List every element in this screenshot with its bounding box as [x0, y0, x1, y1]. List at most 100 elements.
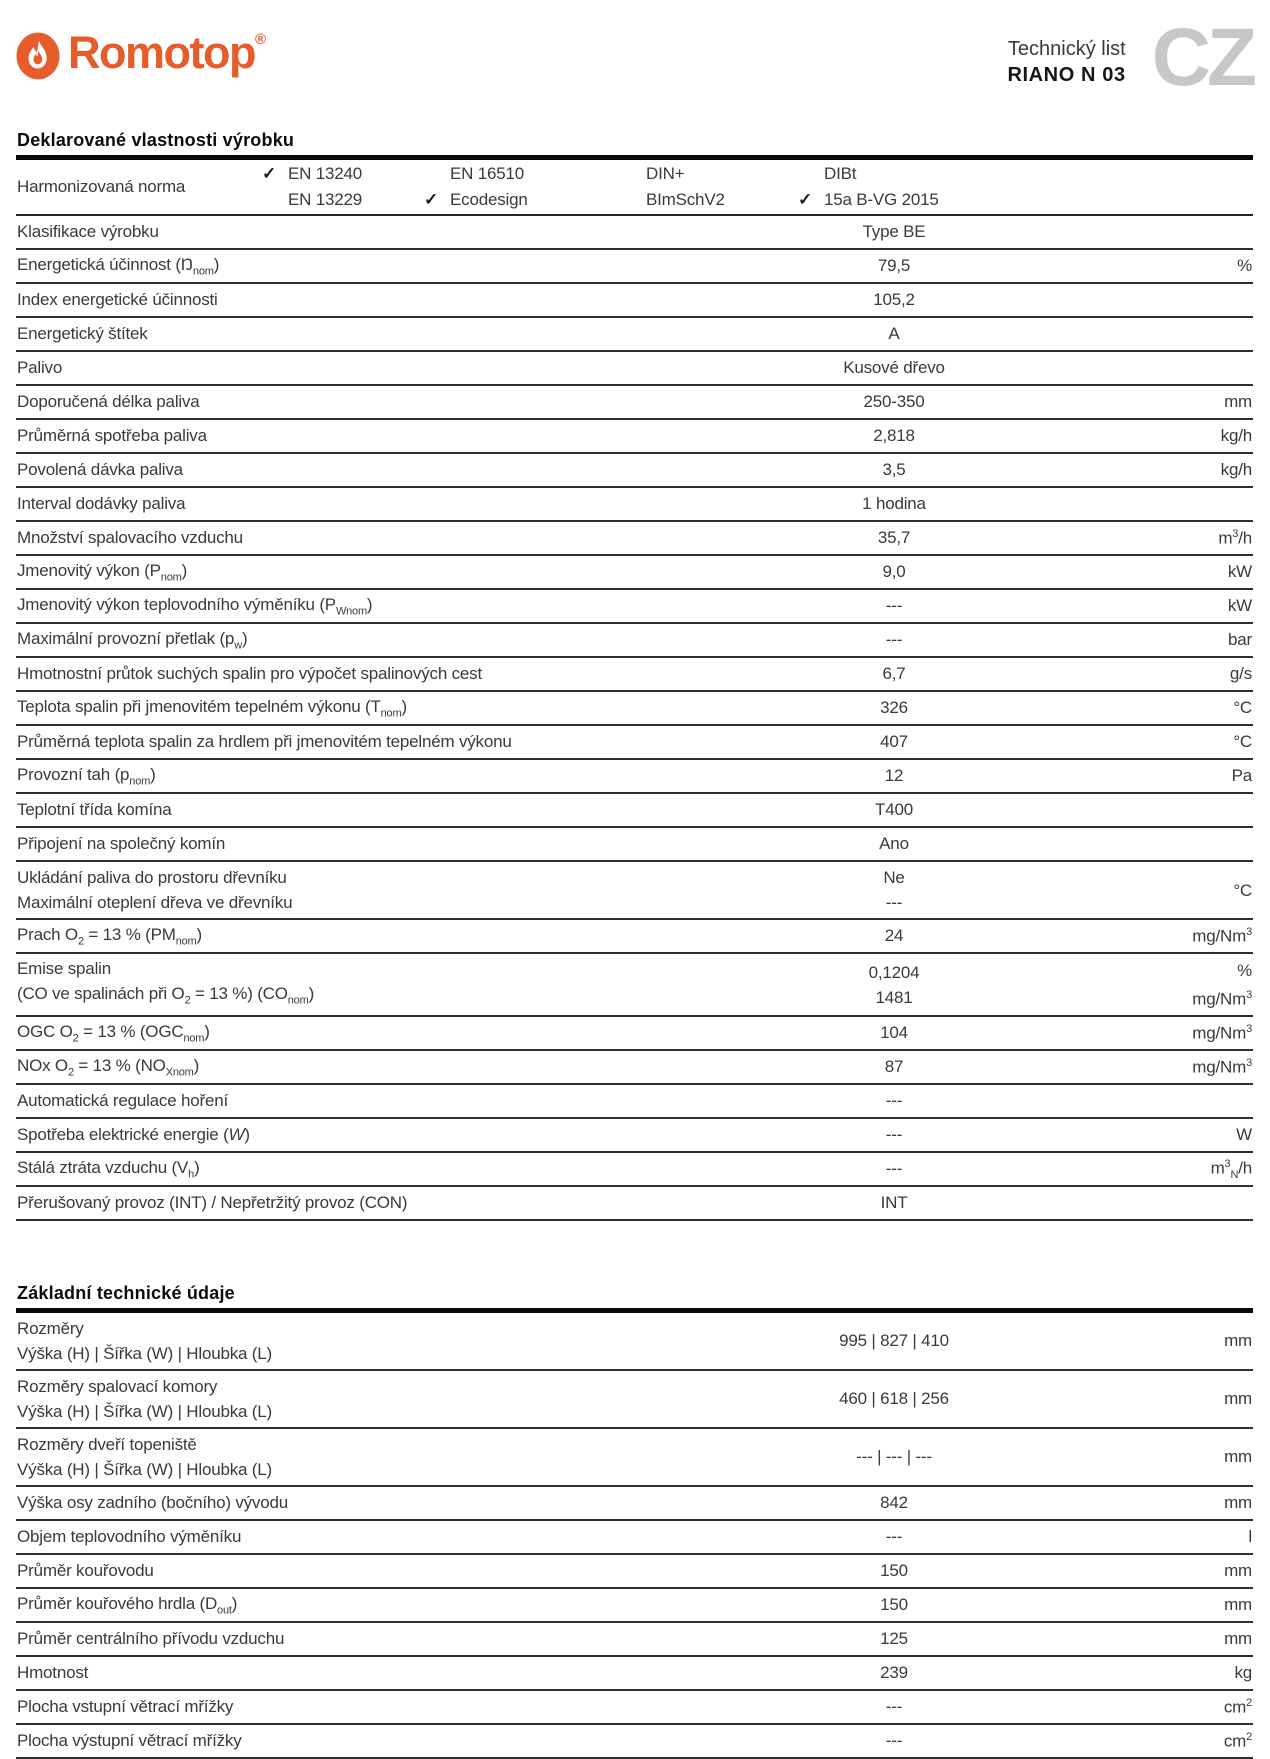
norm-label: EN 16510 — [450, 164, 525, 183]
table-row: Teplota spalin při jmenovitém tepelném v… — [16, 692, 1253, 726]
row-unit: bar — [1228, 630, 1252, 649]
row-label: Stálá ztráta vzduchu (Vh) — [17, 1158, 200, 1181]
row-label: Hmotnost — [17, 1663, 89, 1683]
row-label: Ukládání paliva do prostoru dřevníku Maxi… — [16, 863, 774, 917]
row-label: Povolená dávka paliva — [17, 460, 183, 479]
row-label: Průměr kouřového hrdla (Dout) — [17, 1594, 238, 1617]
row-value: 6,7 — [882, 664, 906, 683]
row-value: --- — [885, 596, 903, 615]
row-unit: mm — [1224, 1389, 1252, 1409]
table-row: Hmotnost 239 kg — [16, 1657, 1253, 1692]
norm-item: DIBt — [798, 161, 1253, 187]
row-value: Type BE — [862, 222, 926, 241]
row-label: Plocha vstupní větrací mřížky — [17, 1697, 234, 1717]
row-value-line: --- — [885, 893, 903, 912]
norm-item: EN 13229 — [262, 187, 424, 213]
row-unit: m3N/h — [1210, 1157, 1253, 1181]
logo-wordmark: Romotop® — [68, 30, 266, 76]
table-row: Plocha vstupní větrací mřížky --- cm2 — [16, 1691, 1253, 1726]
norm-column: EN 16510 ✓ Ecodesign — [424, 161, 620, 213]
row-value: T400 — [875, 800, 913, 819]
row-value-line: Ne — [883, 868, 905, 887]
row-label: Spotřeba elektrické energie (W) — [17, 1125, 250, 1145]
section-rule — [16, 1308, 1253, 1314]
row-value-line: 1481 — [875, 987, 913, 1007]
row-label: Hmotnostní průtok suchých spalin pro výp… — [17, 664, 482, 683]
row-unit: mm — [1224, 1595, 1252, 1615]
table-row: Povolená dávka paliva 3,5 kg/h — [16, 454, 1253, 488]
row-value: --- — [885, 1159, 903, 1179]
row-unit: mm — [1224, 1629, 1252, 1649]
norm-column: ✓ EN 13240 EN 13229 — [262, 161, 424, 213]
row-value: --- — [885, 1125, 903, 1145]
table-row: Průměrná spotřeba paliva 2,818 kg/h — [16, 420, 1253, 454]
table-row: Doporučená délka paliva 250-350 mm — [16, 386, 1253, 420]
table-row: Rozměry Výška (H) | Šířka (W) | Hloubka (… — [16, 1313, 1253, 1372]
row-label: Teplotní třída komína — [17, 800, 172, 819]
row-value: 239 — [880, 1663, 908, 1683]
row-unit: kW — [1227, 596, 1252, 615]
table-row: Automatická regulace hoření --- — [16, 1085, 1253, 1120]
row-value: 12 — [884, 766, 904, 785]
row-value: A — [888, 324, 900, 343]
row-value: 9,0 — [882, 562, 906, 581]
row-label-line: Výška (H) | Šířka (W) | Hloubka (L) — [17, 1344, 272, 1364]
table-row: NOx O2 = 13 % (NOXnom) 87 mg/Nm3 — [16, 1051, 1253, 1086]
row-value: INT — [880, 1193, 908, 1213]
row-label: Množství spalovacího vzduchu — [17, 528, 243, 547]
table-row: Rozměry dveří topeniště Výška (H) | Šířka… — [16, 1429, 1253, 1488]
row-unit — [1014, 1099, 1253, 1103]
row-label-line: Ukládání paliva do prostoru dřevníku — [17, 868, 287, 887]
row-label: NOx O2 = 13 % (NOXnom) — [17, 1056, 200, 1079]
row-value: 1 hodina — [862, 494, 926, 513]
row-label: Klasifikace výrobku — [17, 222, 159, 241]
row-unit — [1014, 1201, 1253, 1205]
row-label: Rozměry dveří topeniště Výška (H) | Šířka… — [16, 1430, 774, 1484]
row-value: --- — [885, 630, 903, 649]
row-value: 0,1204 1481 — [774, 958, 1014, 1012]
row-unit — [1014, 230, 1253, 234]
table-row: Jmenovitý výkon teplovodního výměníku (P… — [16, 590, 1253, 624]
row-value: --- — [885, 1697, 903, 1717]
check-icon: ✓ — [798, 190, 813, 209]
row-unit: mg/Nm3 — [1192, 1023, 1252, 1043]
row-unit: W — [1236, 1125, 1252, 1145]
row-value: 150 — [880, 1561, 908, 1581]
row-value: 125 — [880, 1629, 908, 1649]
row-unit-line: mg/Nm3 — [1192, 988, 1252, 1009]
row-value: 250-350 — [863, 392, 925, 411]
table-row: Výška osy zadního (bočního) vývodu 842 mm — [16, 1487, 1253, 1522]
row-value: --- — [885, 1731, 903, 1751]
norm-item: ✓ 15a B-VG 2015 — [798, 187, 1253, 213]
technical-data-section: Základní technické údaje Rozměry Výška (H… — [16, 1283, 1253, 1759]
row-label: Emise spalin (CO ve spalinách při O2 = 13… — [16, 954, 774, 1015]
harmonized-norm-row: Harmonizovaná norma ✓ EN 13240 EN 13229 EN 1… — [16, 160, 1253, 216]
row-unit — [1014, 332, 1253, 336]
table-row: Maximální provozní přetlak (pw) --- bar — [16, 624, 1253, 658]
table-row: Množství spalovacího vzduchu 35,7 m3/h — [16, 522, 1253, 556]
row-unit: mm — [1224, 1447, 1252, 1467]
row-unit — [1014, 808, 1253, 812]
table-row: Průměrná teplota spalin za hrdlem při jm… — [16, 726, 1253, 760]
norm-item: ✓ Ecodesign — [424, 187, 620, 213]
row-label: Průměrná teplota spalin za hrdlem při jm… — [17, 732, 512, 751]
table-row: Provozní tah (pnom) 12 Pa — [16, 760, 1253, 794]
language-code: CZ — [1151, 12, 1257, 103]
row-unit: cm2 — [1223, 1731, 1252, 1751]
table-row: Ukládání paliva do prostoru dřevníku Maxi… — [16, 862, 1253, 920]
norm-label: Ecodesign — [450, 190, 528, 209]
row-unit: °C — [1233, 698, 1252, 717]
row-label: Doporučená délka paliva — [17, 392, 200, 411]
norm-label: DIBt — [824, 164, 857, 183]
row-unit: kg — [1234, 1663, 1252, 1683]
row-unit: kW — [1227, 562, 1252, 581]
row-value: Ano — [879, 834, 909, 853]
table-row: OGC O2 = 13 % (OGCnom) 104 mg/Nm3 — [16, 1017, 1253, 1052]
norm-column: DIN+ BImSchV2 — [620, 161, 798, 213]
row-value: 460 | 618 | 256 — [839, 1389, 949, 1409]
table-row: Stálá ztráta vzduchu (Vh) --- m3N/h — [16, 1153, 1253, 1188]
row-label: Rozměry Výška (H) | Šířka (W) | Hloubka (… — [16, 1314, 774, 1368]
row-unit-line: % — [1237, 960, 1252, 980]
row-unit: mm — [1224, 1561, 1252, 1581]
technical-data-table: Rozměry Výška (H) | Šířka (W) | Hloubka (… — [16, 1313, 1253, 1759]
